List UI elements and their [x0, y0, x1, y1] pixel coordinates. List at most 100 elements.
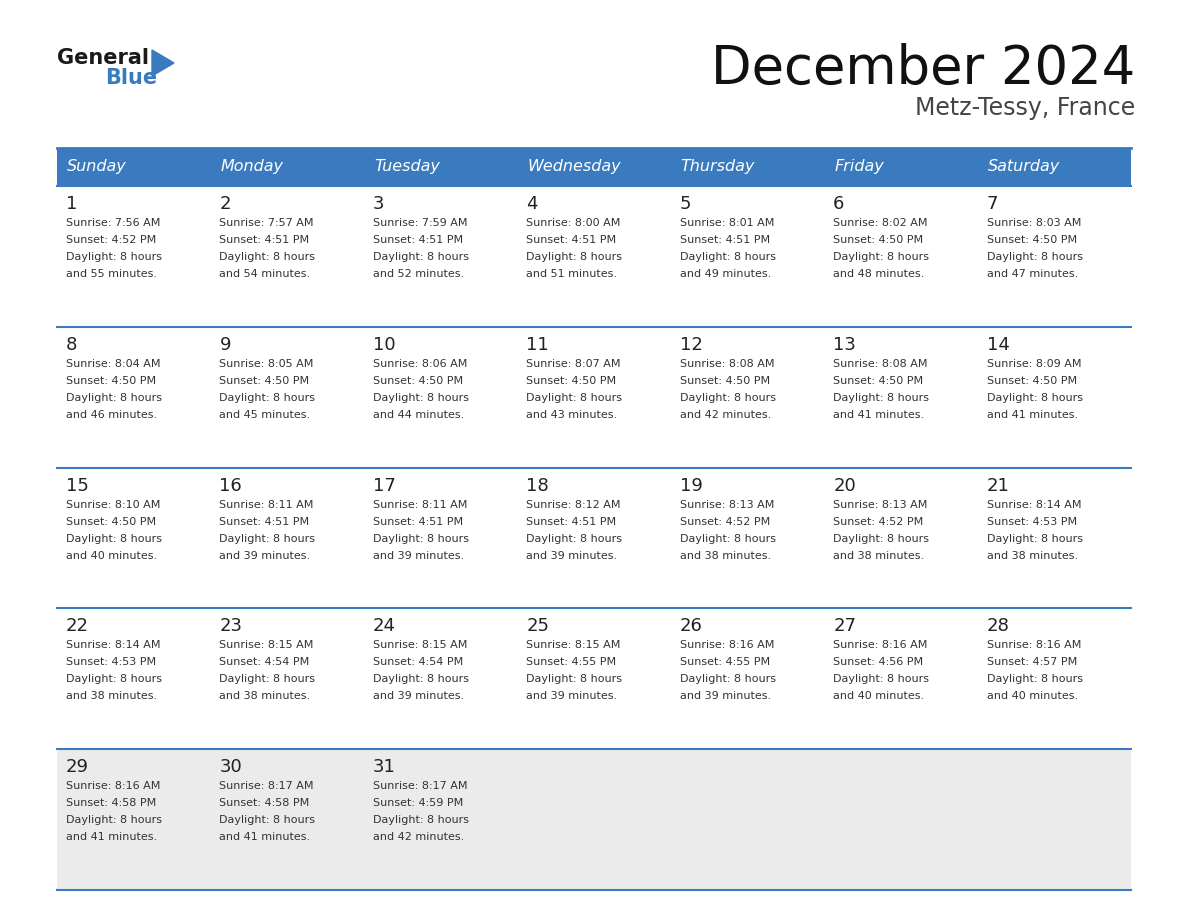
Text: Sunset: 4:58 PM: Sunset: 4:58 PM — [220, 798, 310, 808]
Text: Sunset: 4:55 PM: Sunset: 4:55 PM — [680, 657, 770, 667]
Text: Wednesday: Wednesday — [527, 160, 621, 174]
Text: Sunset: 4:50 PM: Sunset: 4:50 PM — [373, 375, 463, 386]
Text: and 52 minutes.: and 52 minutes. — [373, 269, 465, 279]
Text: Sunrise: 8:13 AM: Sunrise: 8:13 AM — [680, 499, 775, 509]
Text: Daylight: 8 hours: Daylight: 8 hours — [373, 252, 469, 262]
Text: Sunset: 4:55 PM: Sunset: 4:55 PM — [526, 657, 617, 667]
Text: 21: 21 — [986, 476, 1010, 495]
Text: 22: 22 — [67, 618, 89, 635]
Text: and 47 minutes.: and 47 minutes. — [986, 269, 1078, 279]
Text: Sunset: 4:51 PM: Sunset: 4:51 PM — [220, 235, 310, 245]
Text: Sunday: Sunday — [67, 160, 127, 174]
Text: 31: 31 — [373, 758, 396, 777]
Text: Sunset: 4:50 PM: Sunset: 4:50 PM — [67, 375, 156, 386]
Text: and 40 minutes.: and 40 minutes. — [833, 691, 924, 701]
Text: 3: 3 — [373, 195, 385, 213]
Text: Sunset: 4:51 PM: Sunset: 4:51 PM — [526, 235, 617, 245]
Text: Sunset: 4:51 PM: Sunset: 4:51 PM — [680, 235, 770, 245]
Text: Sunrise: 8:16 AM: Sunrise: 8:16 AM — [680, 641, 775, 650]
Text: Daylight: 8 hours: Daylight: 8 hours — [526, 675, 623, 685]
Text: 4: 4 — [526, 195, 538, 213]
Text: Daylight: 8 hours: Daylight: 8 hours — [220, 252, 316, 262]
Text: Sunrise: 8:05 AM: Sunrise: 8:05 AM — [220, 359, 314, 369]
Text: and 49 minutes.: and 49 minutes. — [680, 269, 771, 279]
Text: General: General — [57, 48, 148, 68]
Text: and 39 minutes.: and 39 minutes. — [373, 551, 465, 561]
Text: Sunrise: 7:56 AM: Sunrise: 7:56 AM — [67, 218, 160, 228]
Text: Sunrise: 8:17 AM: Sunrise: 8:17 AM — [220, 781, 314, 791]
Bar — [57, 327, 1131, 467]
Text: Sunrise: 8:07 AM: Sunrise: 8:07 AM — [526, 359, 621, 369]
Text: Sunrise: 8:16 AM: Sunrise: 8:16 AM — [67, 781, 160, 791]
Text: Sunrise: 7:59 AM: Sunrise: 7:59 AM — [373, 218, 467, 228]
Text: 7: 7 — [986, 195, 998, 213]
Text: Sunrise: 8:17 AM: Sunrise: 8:17 AM — [373, 781, 467, 791]
Text: Daylight: 8 hours: Daylight: 8 hours — [833, 393, 929, 403]
Text: Sunset: 4:52 PM: Sunset: 4:52 PM — [67, 235, 157, 245]
Text: and 54 minutes.: and 54 minutes. — [220, 269, 310, 279]
Text: Saturday: Saturday — [987, 160, 1060, 174]
Text: and 55 minutes.: and 55 minutes. — [67, 269, 157, 279]
Text: Sunrise: 8:12 AM: Sunrise: 8:12 AM — [526, 499, 621, 509]
Text: Daylight: 8 hours: Daylight: 8 hours — [373, 815, 469, 825]
Text: 18: 18 — [526, 476, 549, 495]
Text: Daylight: 8 hours: Daylight: 8 hours — [526, 533, 623, 543]
Text: Daylight: 8 hours: Daylight: 8 hours — [526, 252, 623, 262]
Text: Sunrise: 8:15 AM: Sunrise: 8:15 AM — [526, 641, 620, 650]
Text: and 42 minutes.: and 42 minutes. — [373, 833, 465, 842]
Text: and 44 minutes.: and 44 minutes. — [373, 409, 465, 420]
Text: Sunset: 4:54 PM: Sunset: 4:54 PM — [220, 657, 310, 667]
Text: and 39 minutes.: and 39 minutes. — [373, 691, 465, 701]
Text: 29: 29 — [67, 758, 89, 777]
Text: 1: 1 — [67, 195, 77, 213]
Bar — [57, 467, 1131, 609]
Text: Sunrise: 8:13 AM: Sunrise: 8:13 AM — [833, 499, 928, 509]
Text: and 51 minutes.: and 51 minutes. — [526, 269, 618, 279]
Text: Sunrise: 8:15 AM: Sunrise: 8:15 AM — [373, 641, 467, 650]
Text: Sunset: 4:53 PM: Sunset: 4:53 PM — [67, 657, 156, 667]
Text: Daylight: 8 hours: Daylight: 8 hours — [986, 393, 1082, 403]
Text: Sunset: 4:58 PM: Sunset: 4:58 PM — [67, 798, 157, 808]
Text: Daylight: 8 hours: Daylight: 8 hours — [67, 815, 162, 825]
Text: and 48 minutes.: and 48 minutes. — [833, 269, 924, 279]
Text: Daylight: 8 hours: Daylight: 8 hours — [373, 393, 469, 403]
Text: Sunset: 4:59 PM: Sunset: 4:59 PM — [373, 798, 463, 808]
Text: Daylight: 8 hours: Daylight: 8 hours — [986, 252, 1082, 262]
Text: Daylight: 8 hours: Daylight: 8 hours — [220, 675, 316, 685]
Text: Sunset: 4:50 PM: Sunset: 4:50 PM — [220, 375, 310, 386]
Text: Sunrise: 8:11 AM: Sunrise: 8:11 AM — [373, 499, 467, 509]
Text: and 40 minutes.: and 40 minutes. — [67, 551, 157, 561]
Text: 27: 27 — [833, 618, 857, 635]
Text: Daylight: 8 hours: Daylight: 8 hours — [526, 393, 623, 403]
Text: 5: 5 — [680, 195, 691, 213]
Text: 30: 30 — [220, 758, 242, 777]
Text: Daylight: 8 hours: Daylight: 8 hours — [67, 393, 162, 403]
Text: Sunset: 4:56 PM: Sunset: 4:56 PM — [833, 657, 923, 667]
Text: Daylight: 8 hours: Daylight: 8 hours — [67, 252, 162, 262]
Text: Sunset: 4:51 PM: Sunset: 4:51 PM — [220, 517, 310, 527]
Text: Daylight: 8 hours: Daylight: 8 hours — [680, 252, 776, 262]
Bar — [57, 148, 1131, 186]
Text: and 41 minutes.: and 41 minutes. — [220, 833, 310, 842]
Text: Sunset: 4:51 PM: Sunset: 4:51 PM — [373, 517, 463, 527]
Text: Daylight: 8 hours: Daylight: 8 hours — [220, 393, 316, 403]
Text: 14: 14 — [986, 336, 1010, 353]
Text: Daylight: 8 hours: Daylight: 8 hours — [220, 533, 316, 543]
Text: Daylight: 8 hours: Daylight: 8 hours — [986, 675, 1082, 685]
Text: Daylight: 8 hours: Daylight: 8 hours — [986, 533, 1082, 543]
Bar — [57, 609, 1131, 749]
Text: and 38 minutes.: and 38 minutes. — [833, 551, 924, 561]
Text: Sunrise: 8:00 AM: Sunrise: 8:00 AM — [526, 218, 620, 228]
Text: and 39 minutes.: and 39 minutes. — [526, 691, 618, 701]
Text: Sunrise: 8:15 AM: Sunrise: 8:15 AM — [220, 641, 314, 650]
Text: and 46 minutes.: and 46 minutes. — [67, 409, 157, 420]
Text: Sunset: 4:50 PM: Sunset: 4:50 PM — [67, 517, 156, 527]
Text: Metz-Tessy, France: Metz-Tessy, France — [915, 96, 1135, 120]
Text: 2: 2 — [220, 195, 230, 213]
Text: 25: 25 — [526, 618, 549, 635]
Text: 23: 23 — [220, 618, 242, 635]
Text: Sunrise: 8:02 AM: Sunrise: 8:02 AM — [833, 218, 928, 228]
Text: Sunset: 4:54 PM: Sunset: 4:54 PM — [373, 657, 463, 667]
Text: Sunset: 4:50 PM: Sunset: 4:50 PM — [986, 375, 1076, 386]
Text: Sunset: 4:50 PM: Sunset: 4:50 PM — [526, 375, 617, 386]
